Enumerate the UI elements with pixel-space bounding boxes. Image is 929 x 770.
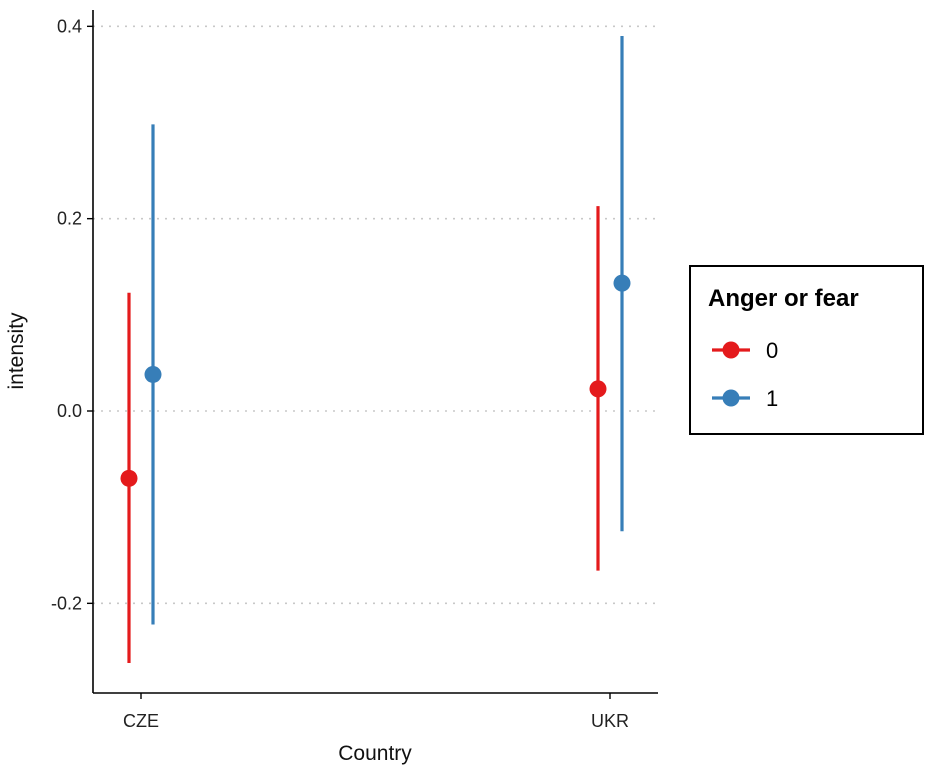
legend-key-point [722, 341, 740, 359]
y-tick-label: 0.2 [57, 209, 82, 229]
x-axis-ticks: CZE UKR [123, 693, 629, 731]
data-point [144, 365, 162, 383]
legend-entries: 01 [712, 338, 778, 411]
x-axis-title: Country [338, 742, 412, 765]
x-tick-label: UKR [591, 711, 629, 731]
x-tick-label: CZE [123, 711, 159, 731]
legend: Anger or fear 01 [689, 265, 924, 435]
data-point [589, 380, 607, 398]
y-tick-label: 0.4 [57, 16, 82, 36]
gridlines [93, 25, 658, 605]
legend-key-point [722, 389, 740, 407]
y-axis-title: intensity [5, 312, 28, 390]
chart-marks [120, 35, 631, 663]
y-tick-label: -0.2 [51, 593, 82, 613]
legend-title: Anger or fear [708, 285, 859, 312]
y-tick-label: 0.0 [57, 401, 82, 421]
legend-label: 1 [766, 386, 778, 411]
legend-label: 0 [766, 338, 778, 363]
data-point [613, 274, 631, 292]
data-point [120, 469, 138, 487]
y-axis-ticks: -0.2 0.0 0.2 0.4 [51, 16, 93, 613]
